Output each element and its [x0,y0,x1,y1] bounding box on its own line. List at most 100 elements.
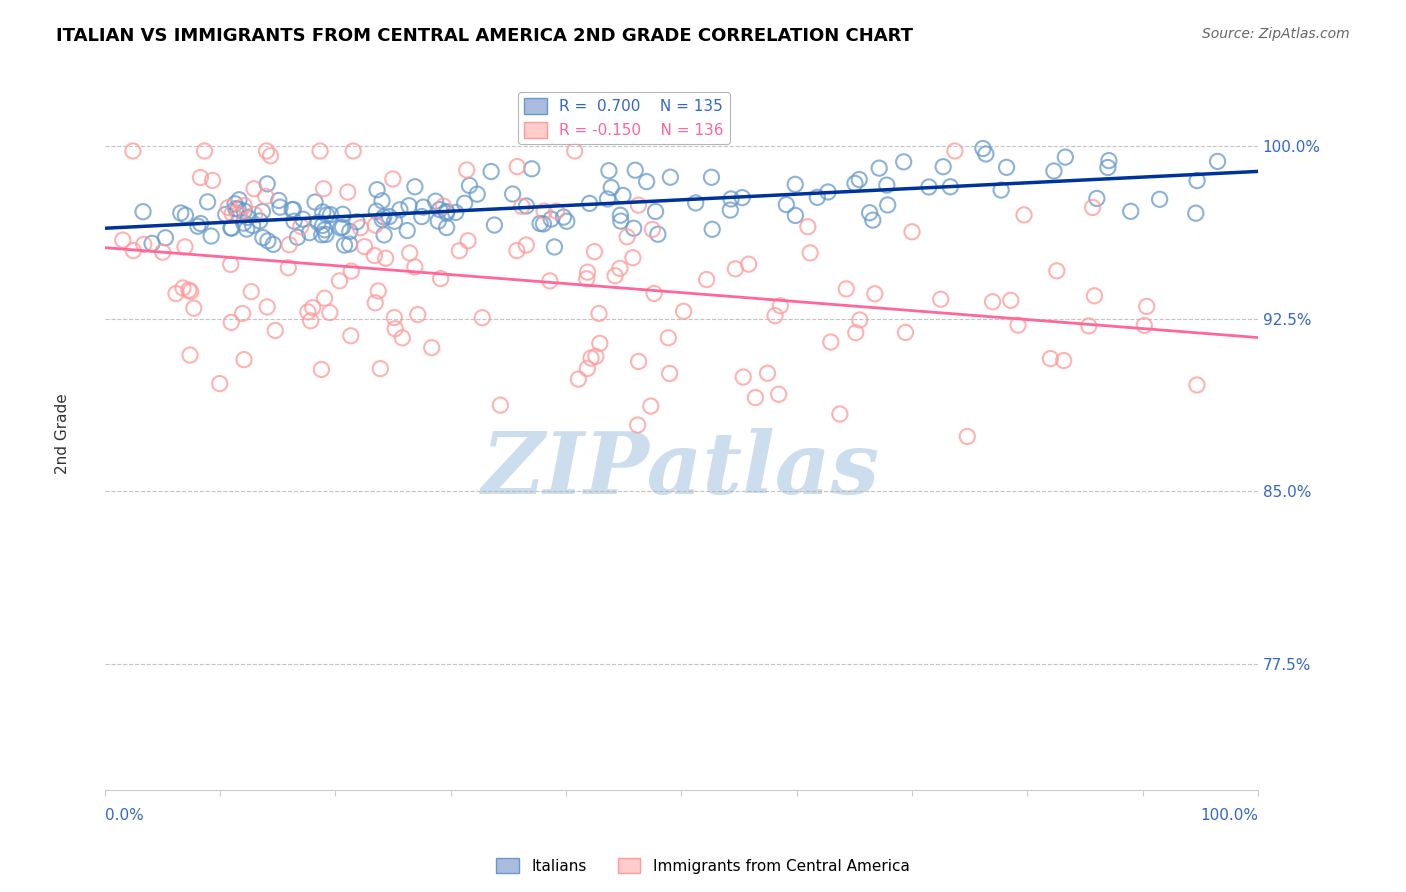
Point [974,147,997,161]
Point [371,212,394,227]
Point [546,204,568,219]
Point [858,206,880,220]
Point [1085,191,1108,205]
Point [339,224,361,238]
Point [174,240,197,254]
Point [848,313,870,327]
Point [190,217,212,231]
Point [939,179,962,194]
Point [515,199,537,213]
Point [269,200,291,214]
Point [412,200,434,214]
Point [893,154,915,169]
Point [835,282,858,296]
Point [319,208,342,222]
Point [575,272,598,286]
Point [540,212,562,227]
Point [371,194,394,208]
Point [901,225,924,239]
Point [588,306,610,320]
Point [659,170,682,185]
Point [643,286,665,301]
Point [333,238,356,252]
Point [583,244,606,259]
Point [844,177,866,191]
Point [233,352,256,367]
Point [277,260,299,275]
Point [702,222,724,236]
Point [193,144,215,158]
Point [267,194,290,208]
Point [388,202,411,217]
Point [1185,206,1208,220]
Point [623,221,645,235]
Point [256,177,278,191]
Point [219,220,242,235]
Point [301,301,323,315]
Point [332,207,354,221]
Point [370,361,392,376]
Point [297,305,319,319]
Point [152,245,174,260]
Point [1098,153,1121,168]
Point [510,199,533,213]
Point [366,183,388,197]
Point [956,429,979,443]
Point [610,214,633,228]
Point [404,260,426,274]
Point [817,185,839,199]
Point [436,204,458,219]
Point [600,180,623,194]
Point [763,309,786,323]
Point [612,188,634,202]
Point [183,301,205,315]
Point [1119,204,1142,219]
Point [616,229,638,244]
Point [515,238,537,252]
Point [533,204,555,219]
Point [636,175,658,189]
Point [456,163,478,178]
Point [876,178,898,193]
Point [256,144,278,158]
Point [328,274,350,288]
Point [685,196,707,211]
Point [252,204,274,219]
Point [411,210,433,224]
Point [312,205,335,219]
Point [756,366,779,380]
Point [733,370,755,384]
Point [221,207,243,221]
Point [1012,208,1035,222]
Point [233,204,256,219]
Point [378,210,401,224]
Point [1054,150,1077,164]
Legend: R =  0.700    N = 135, R = -0.150    N = 136: R = 0.700 N = 135, R = -0.150 N = 136 [517,92,730,144]
Point [449,244,471,258]
Point [314,291,336,305]
Point [384,214,406,228]
Point [427,214,450,228]
Point [256,300,278,314]
Point [489,398,512,412]
Point [918,180,941,194]
Point [311,362,333,376]
Point [353,239,375,253]
Text: ZIPatlas: ZIPatlas [482,427,880,511]
Point [367,284,389,298]
Point [232,216,254,230]
Point [396,223,419,237]
Point [972,141,994,155]
Point [1007,318,1029,333]
Point [1185,378,1208,392]
Point [243,182,266,196]
Point [228,193,250,207]
Point [174,208,197,222]
Point [700,170,723,185]
Point [398,246,420,260]
Point [257,234,280,248]
Point [589,336,612,351]
Point [332,220,354,235]
Point [658,367,681,381]
Point [315,227,337,242]
